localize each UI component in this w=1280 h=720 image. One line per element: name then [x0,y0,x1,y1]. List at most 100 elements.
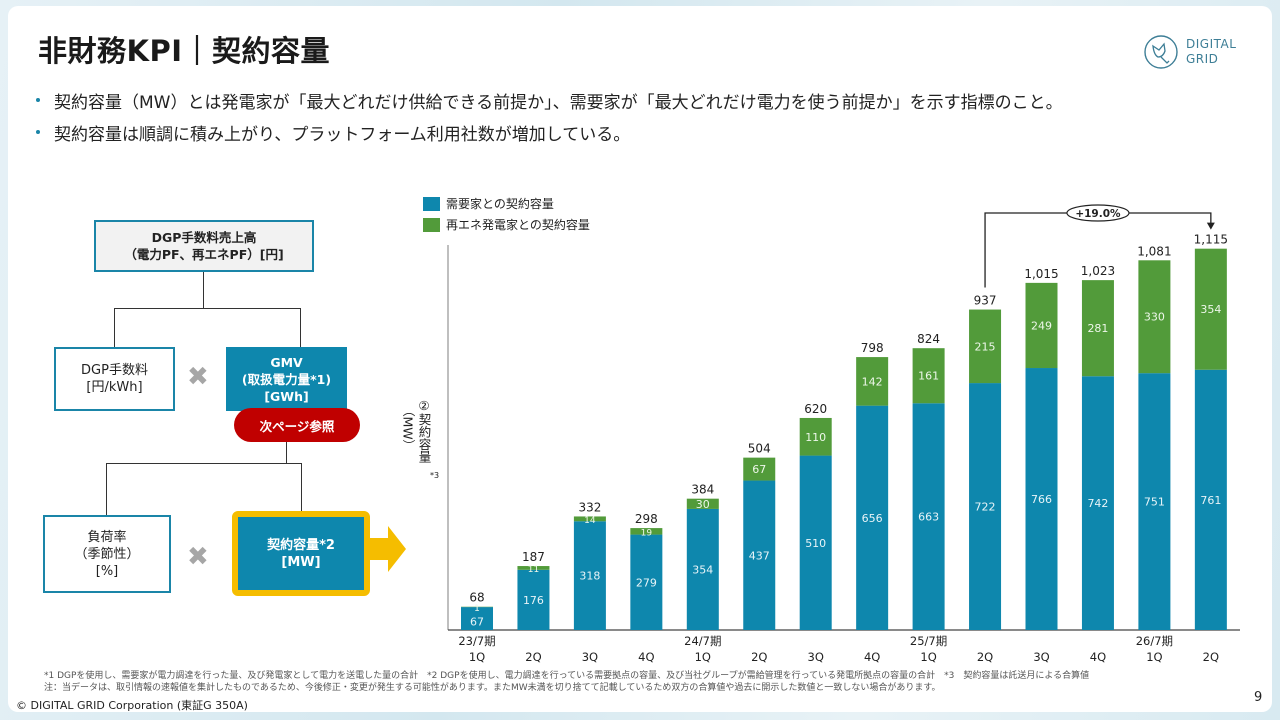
y-axis-label-unit: （MW） [401,404,416,452]
x-tick-label: 4Q [864,650,880,664]
x-tick-label: 2Q [751,650,767,664]
data-label-demand: 722 [975,501,996,514]
data-label-demand: 279 [636,576,657,589]
data-label-demand: 318 [579,570,600,583]
bar-renewable [969,309,1002,384]
tree-root-line1: DGP手数料売上高 [151,230,257,245]
bar-demand [630,534,663,630]
data-label-total: 1,081 [1137,244,1171,258]
footnotes: *1 DGPを使用し、需要家が電力調達を行った量、及び発電家として電力を送電した… [44,670,1089,694]
data-label-renewable: 161 [918,370,939,383]
data-label-demand: 437 [749,549,770,562]
bar-renewable [517,566,550,570]
next-page-button[interactable]: 次ページ参照 [234,408,360,442]
bar-demand [1138,373,1171,630]
bar-demand [686,508,719,630]
y-axis-label: ②契約容量 （MW） *3 [401,398,440,480]
data-label-renewable: 11 [528,565,539,575]
data-label-total: 384 [691,483,714,497]
data-label-total: 824 [917,332,940,346]
data-label-total: 1,015 [1024,267,1058,281]
bar-renewable [686,498,719,509]
bar-demand [1081,376,1114,630]
legend-swatch-renewable [423,217,440,232]
data-label-total: 332 [578,500,601,514]
y-axis-footnote-mark: *3 [430,471,439,480]
data-label-renewable: 67 [752,463,766,476]
gmv-line1: GMV [270,354,303,370]
bar-demand [517,569,550,630]
tree-root-line2: （電力PF、再エネPF）[円] [124,247,284,262]
bar-renewable [1138,260,1171,374]
bar-renewable [856,357,889,406]
x-tick-label: 3Q [808,650,824,664]
bullet-item: 契約容量は順調に積み上がり、プラットフォーム利用社数が増加している。 [34,116,1063,148]
data-label-total: 798 [861,341,884,355]
bullet-dot-icon [36,130,40,134]
data-label-demand: 766 [1031,493,1052,506]
data-label-renewable: 142 [862,375,883,388]
data-label-total: 1,115 [1194,233,1228,247]
copyright: © DIGITAL GRID Corporation (東証G 350A) [16,699,248,712]
x-tick-label: 1Q [1146,650,1162,664]
x-tick-label: 2Q [525,650,541,664]
bar-demand [1025,368,1058,630]
company-logo: DIGITAL GRID [1141,32,1251,72]
bullet-dot-icon [36,98,40,102]
data-label-renewable: 354 [1200,303,1221,316]
load-factor-box: 負荷率 （季節性） [%] [43,515,171,593]
chart-legend: 需要家との契約容量 再エネ発電家との契約容量 [423,193,590,235]
y-axis-label-main: ②契約容量 [417,398,432,463]
gmv-box: GMV (取扱電力量*1) [GWh] [226,347,347,411]
data-label-total: 187 [522,550,545,564]
data-label-demand: 656 [862,512,883,525]
x-tick-label: 4Q [638,650,654,664]
x-tick-label: 4Q [1090,650,1106,664]
data-label-renewable: 281 [1087,322,1108,335]
connector-line [203,272,204,309]
multiply-icon: ✖ [187,362,209,392]
bar-demand [461,607,493,630]
bar-demand [743,480,776,630]
bar-demand [1194,369,1227,630]
bar-renewable [1025,282,1058,369]
data-label-demand: 761 [1200,494,1221,507]
multiply-icon: ✖ [187,542,209,572]
data-label-renewable: 30 [696,498,710,511]
growth-badge-label: +19.0% [1075,208,1121,220]
gmv-line3: [GWh] [264,388,309,404]
bar-demand [856,405,889,630]
data-label-demand: 742 [1087,497,1108,510]
data-label-renewable: 215 [975,340,996,353]
data-label-total: 937 [974,294,997,308]
data-label-demand: 176 [523,594,544,607]
bar-demand [912,403,945,630]
x-period-label: 26/7期 [1136,634,1173,648]
load-line1: 負荷率 [87,529,127,545]
legend-swatch-demand [423,196,440,211]
logo-text-line1: DIGITAL [1186,37,1237,51]
x-period-label: 24/7期 [684,634,721,648]
data-label-total: 298 [635,512,658,526]
load-line2: （季節性） [74,546,140,562]
bullet-text: 契約容量は順調に積み上がり、プラットフォーム利用社数が増加している。 [54,124,631,145]
data-label-renewable: 110 [805,431,826,444]
connector-line [300,308,301,347]
data-label-renewable: 249 [1031,319,1052,332]
arrow-right-icon [368,526,406,572]
bar-renewable [799,417,832,456]
bar-renewable [912,348,945,404]
data-label-total: 504 [748,442,771,456]
bar-renewable [1194,248,1227,370]
data-label-demand: 663 [918,511,939,524]
x-tick-label: 3Q [1033,650,1049,664]
page-title: 非財務KPI｜契約容量 [38,34,331,68]
connector-line [114,308,301,309]
data-label-total: 1,023 [1081,264,1115,278]
page-number: 9 [1254,690,1263,705]
data-label-demand: 354 [692,563,713,576]
x-tick-label: 1Q [695,650,711,664]
capacity-line2: [MW] [281,554,321,570]
bullet-item: 契約容量（MW）とは発電家が「最大どれだけ供給できる前提か」、需要家が「最大どれ… [34,84,1063,116]
data-label-demand: 751 [1144,496,1165,509]
